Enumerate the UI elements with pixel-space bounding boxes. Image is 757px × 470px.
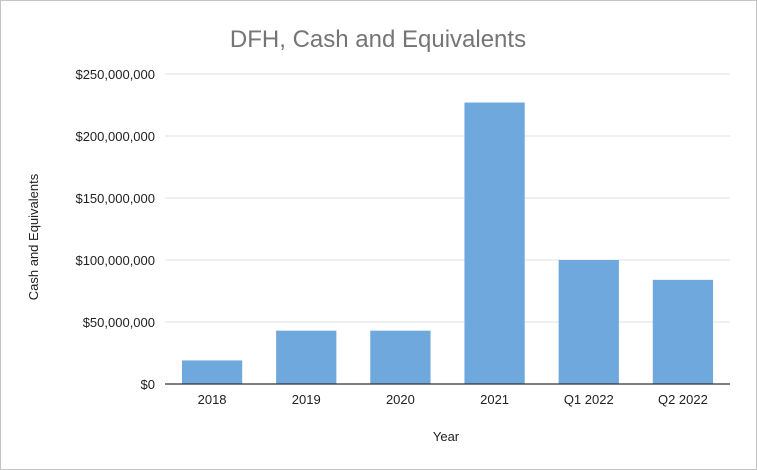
bars [181,102,714,385]
y-tick-label: $250,000,000 [75,67,155,82]
x-tick-label: 2020 [386,392,415,407]
y-tick-label: $0 [141,377,155,392]
chart-title: DFH, Cash and Equivalents [230,26,526,53]
x-tick-label: 2019 [292,392,321,407]
bar-2021 [464,102,525,385]
bar-2020 [370,330,431,384]
y-tick-label: $50,000,000 [83,315,155,330]
bar-2019 [276,330,337,384]
gridlines [165,73,730,323]
y-axis-ticks: $0 $50,000,000 $100,000,000 $150,000,000 $20… [75,67,155,392]
x-tick-label: 2021 [480,392,509,407]
y-tick-label: $150,000,000 [75,191,155,206]
y-tick-label: $100,000,000 [75,253,155,268]
x-tick-label: Q2 2022 [658,392,708,407]
y-axis-label: Cash and Equivalents [26,173,41,300]
x-axis-label: Year [433,429,460,444]
bar-q2-2022 [652,279,714,384]
bar-q1-2022 [558,260,619,384]
x-axis-ticks: 2018 2019 2020 2021 Q1 2022 Q2 2022 [198,392,708,407]
x-tick-label: Q1 2022 [564,392,614,407]
x-tick-label: 2018 [198,392,227,407]
y-tick-label: $200,000,000 [75,129,155,144]
bar-2018 [181,360,243,384]
